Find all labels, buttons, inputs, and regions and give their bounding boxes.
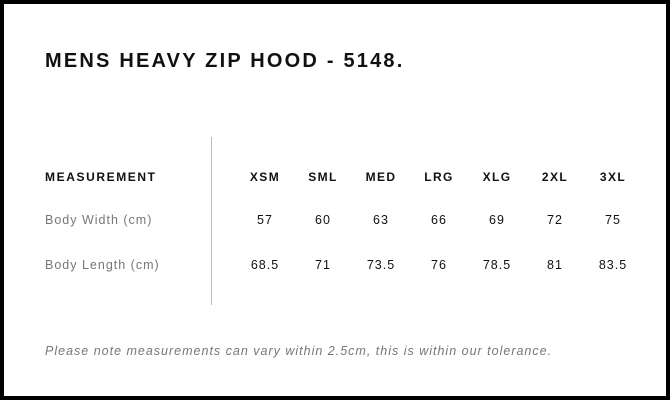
tolerance-note: Please note measurements can vary within… xyxy=(45,344,553,358)
table-cell: 81 xyxy=(547,258,563,272)
table-cell: 76 xyxy=(431,258,447,272)
table-cell: 69 xyxy=(489,213,505,227)
row-label: Body Length (cm) xyxy=(45,258,160,272)
table-cell: 68.5 xyxy=(250,258,280,272)
table-cell: 75 xyxy=(605,213,621,227)
size-header: 3XL xyxy=(599,170,627,184)
table-cell: 78.5 xyxy=(482,258,512,272)
size-header: 2XL xyxy=(541,170,569,184)
size-header: SML xyxy=(308,170,338,184)
page-title: MENS HEAVY ZIP HOOD - 5148. xyxy=(45,50,405,72)
table-cell: 72 xyxy=(547,213,563,227)
table-cell: 63 xyxy=(373,213,389,227)
row-label: Body Width (cm) xyxy=(45,213,153,227)
table-cell: 71 xyxy=(315,258,331,272)
table-cell: 83.5 xyxy=(598,258,628,272)
table-cell: 66 xyxy=(431,213,447,227)
size-header: MED xyxy=(365,170,397,184)
table-cell: 60 xyxy=(315,213,331,227)
column-divider xyxy=(211,137,212,305)
table-cell: 73.5 xyxy=(366,258,396,272)
size-header: LRG xyxy=(424,170,454,184)
size-header: XLG xyxy=(482,170,512,184)
header-measurement: MEASUREMENT xyxy=(45,170,157,184)
table-cell: 57 xyxy=(257,213,273,227)
size-header: XSM xyxy=(249,170,281,184)
